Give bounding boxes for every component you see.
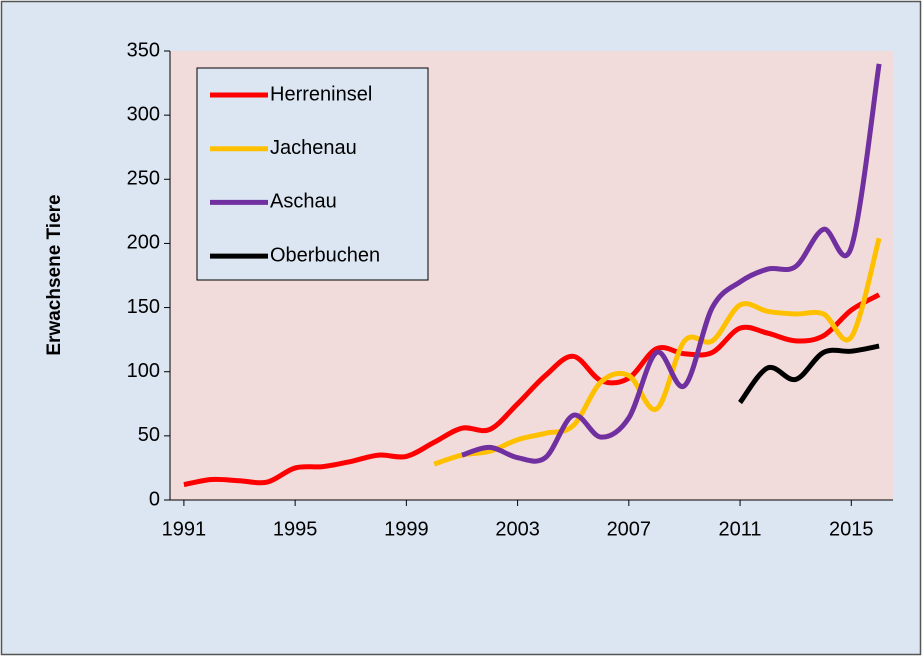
- line-series: [461, 63, 882, 464]
- legend-label: Oberbuchen: [270, 244, 380, 266]
- x-tick-label: 1991: [162, 518, 207, 540]
- x-tick-label: 1999: [384, 518, 429, 540]
- y-axis-label: Erwachsene Tiere: [44, 194, 65, 355]
- y-tick-label: 350: [127, 39, 160, 61]
- legend-box: [196, 67, 429, 281]
- y-tick-label: 100: [127, 360, 160, 382]
- y-tick-label: 50: [138, 424, 160, 446]
- legend-label: Aschau: [270, 191, 337, 213]
- x-tick-label: 2003: [495, 518, 540, 540]
- line-series: [433, 237, 882, 467]
- x-tick-label: 2007: [607, 518, 652, 540]
- y-tick-label: 200: [127, 232, 160, 254]
- x-tick-label: 2015: [829, 518, 874, 540]
- y-tick-label: 0: [149, 488, 160, 510]
- x-tick-label: 2011: [719, 518, 762, 540]
- legend-label: Herreninsel: [270, 83, 372, 105]
- y-tick-label: 300: [127, 103, 160, 125]
- x-tick-label: 1995: [273, 518, 318, 540]
- legend-label: Jachenau: [270, 137, 357, 159]
- y-tick-label: 250: [127, 168, 160, 190]
- line-series: [183, 292, 881, 488]
- y-tick-label: 150: [127, 296, 160, 318]
- line-series: [738, 343, 880, 405]
